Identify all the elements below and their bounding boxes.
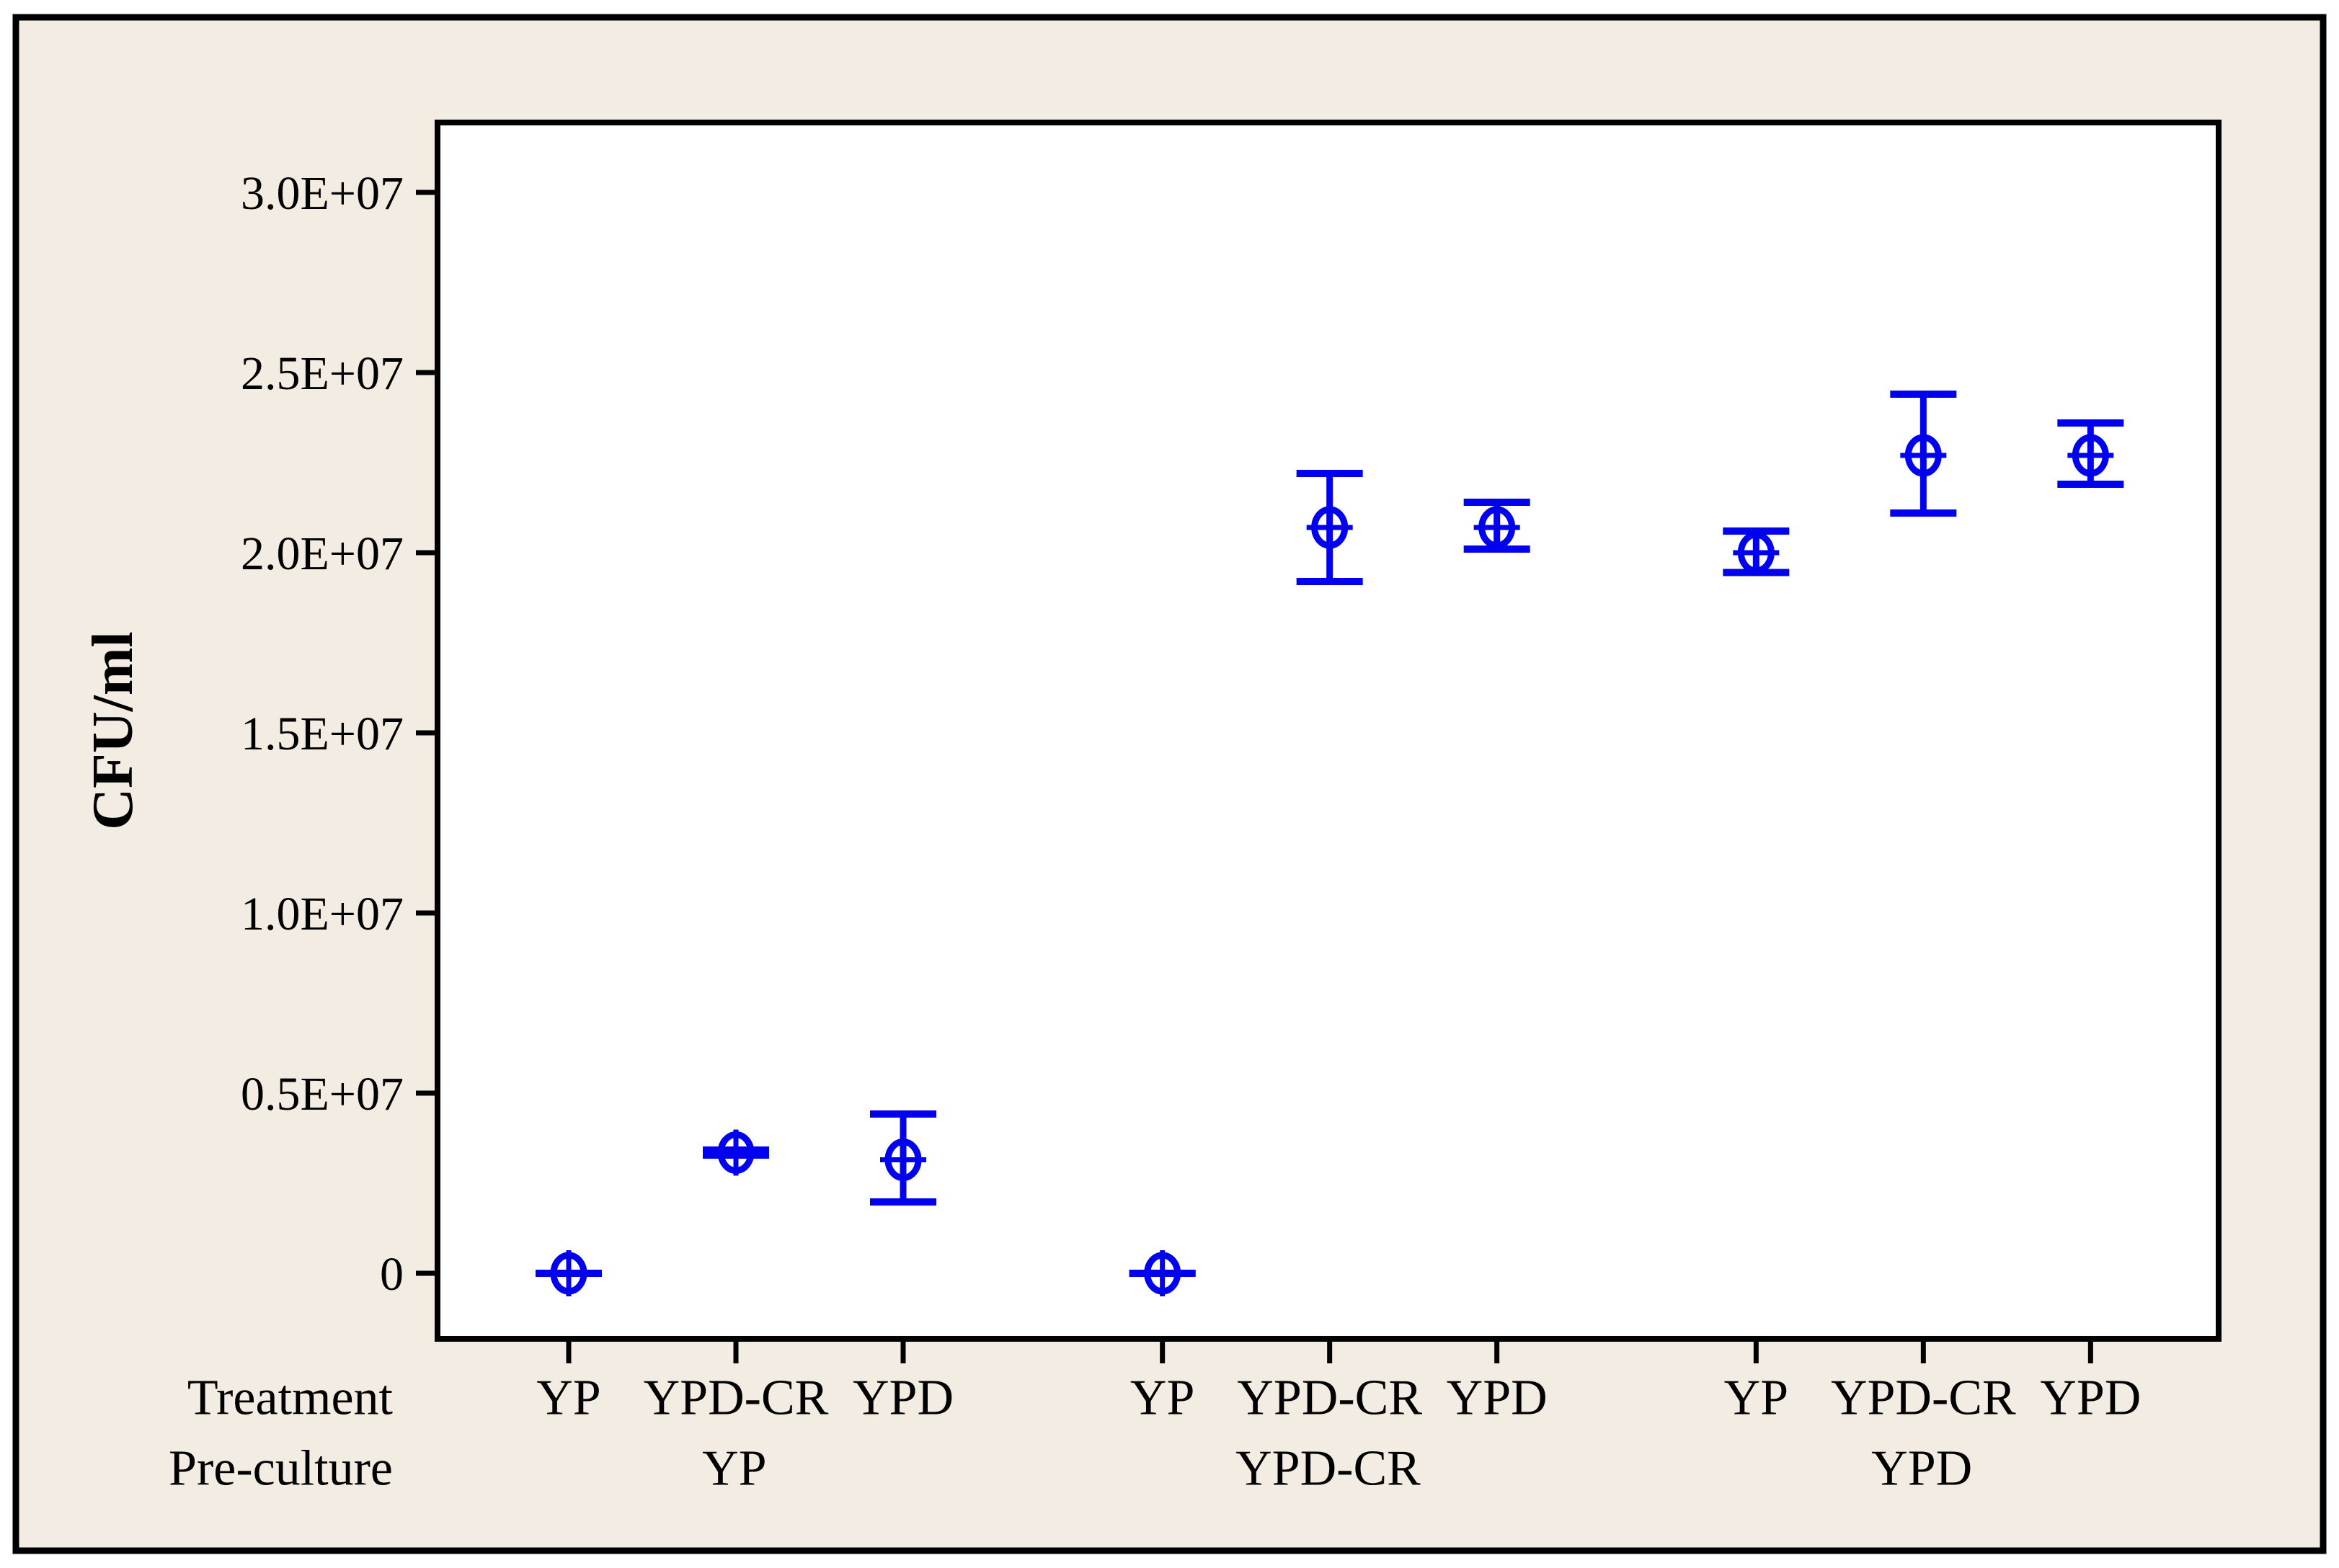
mean-marker (1478, 506, 1516, 549)
treatment-label: YPD (1447, 1371, 1548, 1426)
mean-marker (2072, 434, 2109, 477)
mean-marker (1904, 434, 1942, 477)
mean-marker (884, 1139, 922, 1181)
interval-point (1463, 499, 1530, 553)
treatment-label: YP (536, 1371, 600, 1426)
interval-point (870, 1110, 936, 1206)
y-axis-title: CFU/ml (81, 631, 145, 830)
treatment-label: YPD-CR (644, 1371, 829, 1426)
y-tick-label: 3.0E+07 (241, 167, 404, 220)
interval-point (1296, 470, 1363, 585)
interval-point (2057, 419, 2124, 488)
preculture-row-header: Pre-culture (169, 1441, 393, 1497)
mean-marker (717, 1131, 755, 1174)
mean-marker (550, 1252, 587, 1295)
mean-marker (1144, 1252, 1181, 1295)
interval-point (1723, 527, 1790, 576)
interval-point (1890, 391, 1957, 517)
treatment-label: YPD (2040, 1371, 2141, 1426)
y-tick-label: 1.0E+07 (241, 888, 404, 940)
interval-point (1129, 1250, 1196, 1296)
preculture-label: YPD-CR (1235, 1441, 1421, 1497)
preculture-group-labels: YP YPD-CR YPD (702, 1441, 1972, 1497)
treatment-row-header: Treatment (187, 1371, 394, 1426)
treatment-tick-labels: YP YPD-CR YPD YP YPD-CR YPD YP YPD-CR YPD (536, 1371, 2141, 1426)
treatment-label: YP (1130, 1371, 1194, 1426)
treatment-label: YPD-CR (1237, 1371, 1422, 1426)
x-axis-ticks (566, 1339, 2093, 1363)
y-tick-label: 0 (380, 1248, 404, 1301)
treatment-label: YP (1724, 1371, 1788, 1426)
preculture-label: YPD (1871, 1441, 1972, 1497)
treatment-label: YPD-CR (1831, 1371, 2016, 1426)
preculture-label: YP (702, 1441, 766, 1497)
y-tick-label: 2.0E+07 (241, 527, 404, 580)
mean-marker (1311, 506, 1349, 549)
y-axis-ticks: 3.0E+07 2.5E+07 2.0E+07 1.5E+07 1.0E+07 0.5E+… (241, 167, 438, 1301)
data-series (536, 391, 2124, 1296)
y-tick-label: 0.5E+07 (241, 1068, 404, 1121)
y-tick-label: 1.5E+07 (241, 708, 404, 760)
mean-marker (1737, 531, 1775, 574)
treatment-label: YPD (853, 1371, 954, 1426)
y-tick-label: 2.5E+07 (241, 347, 404, 400)
interval-point (536, 1250, 602, 1296)
interval-point (703, 1129, 769, 1176)
